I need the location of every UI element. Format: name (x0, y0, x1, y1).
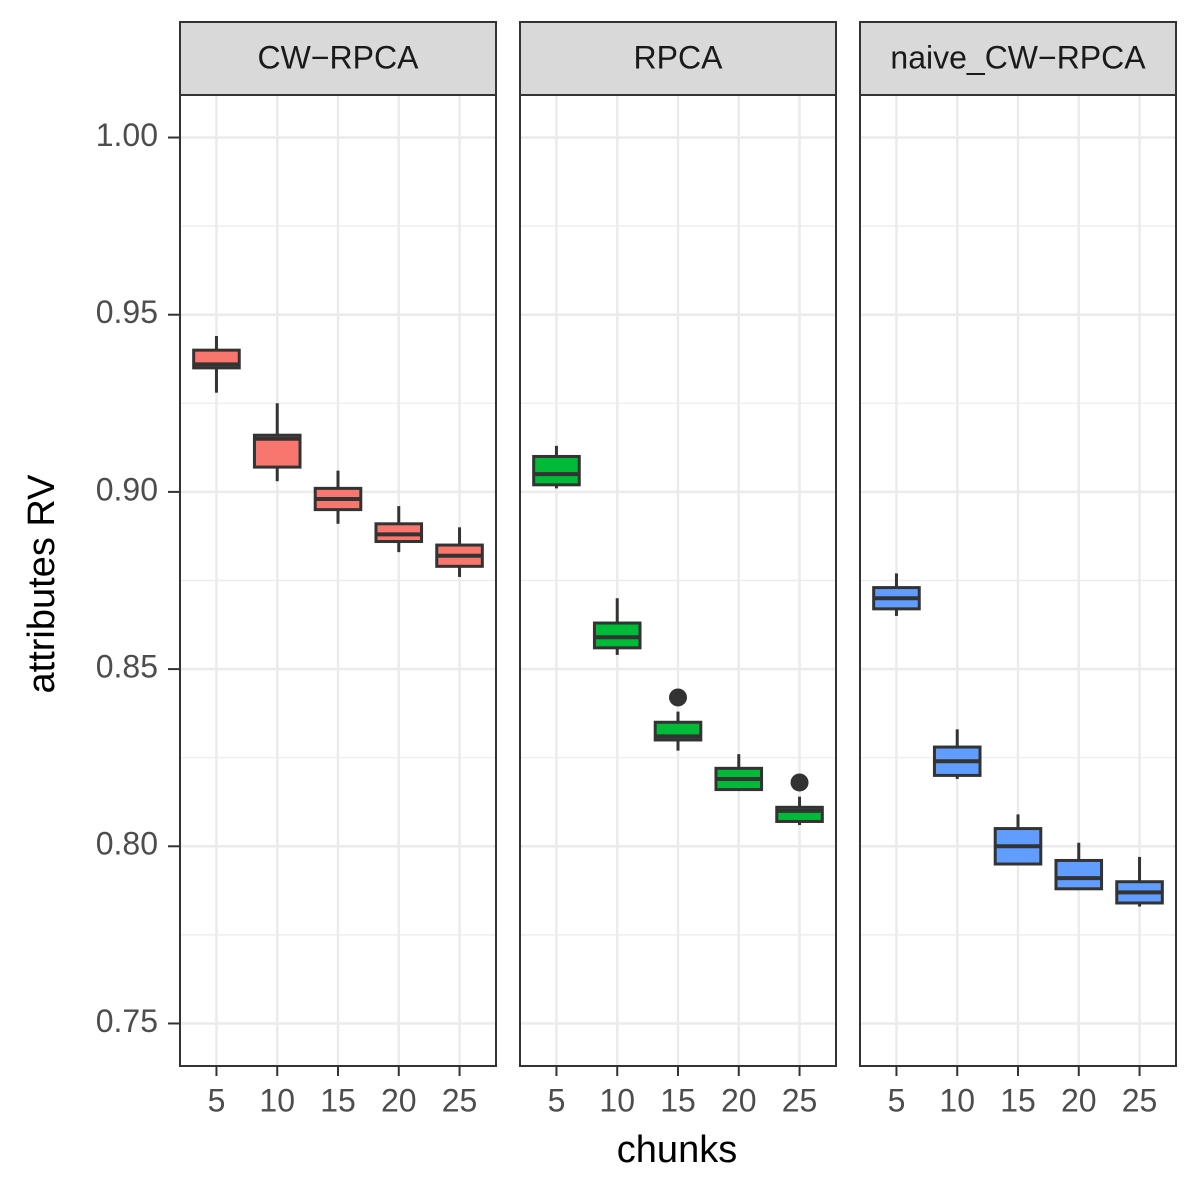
y-tick-label: 0.95 (96, 294, 158, 330)
x-tick-label: 15 (1000, 1082, 1036, 1118)
x-tick-label: 15 (320, 1082, 356, 1118)
y-tick-label: 0.80 (96, 826, 158, 862)
x-tick-label: 15 (660, 1082, 696, 1118)
x-tick-label: 20 (1061, 1082, 1097, 1118)
x-tick-label: 10 (599, 1082, 635, 1118)
panel-border (519, 94, 837, 1067)
facet-strip (519, 21, 837, 96)
facet-title: CW−RPCA (258, 39, 420, 75)
x-tick-label: 10 (939, 1082, 975, 1118)
y-axis-title: attributes RV (21, 474, 63, 694)
x-tick-label: 25 (782, 1082, 818, 1118)
box (1054, 858, 1104, 891)
panel-border (179, 94, 497, 1067)
outlier (790, 773, 809, 792)
box (532, 454, 581, 487)
x-axis-title: chunks (617, 1129, 737, 1171)
x-tick-label: 20 (381, 1082, 417, 1118)
x-tick-label: 10 (259, 1082, 295, 1118)
x-tick-label: 20 (721, 1082, 757, 1118)
x-tick-label: 5 (208, 1082, 226, 1118)
y-tick-label: 0.75 (96, 1003, 158, 1039)
outlier (669, 688, 687, 707)
x-tick-label: 5 (888, 1082, 906, 1118)
y-tick-label: 0.90 (96, 471, 158, 507)
y-tick-label: 1.00 (96, 117, 158, 153)
facet-title: naive_CW−RPCA (890, 39, 1146, 75)
panel-border (859, 94, 1177, 1067)
y-tick-label: 0.85 (96, 649, 158, 685)
facet-title: RPCA (634, 39, 724, 75)
x-tick-label: 25 (442, 1082, 478, 1118)
x-tick-label: 5 (548, 1082, 566, 1118)
x-tick-label: 25 (1122, 1082, 1158, 1118)
